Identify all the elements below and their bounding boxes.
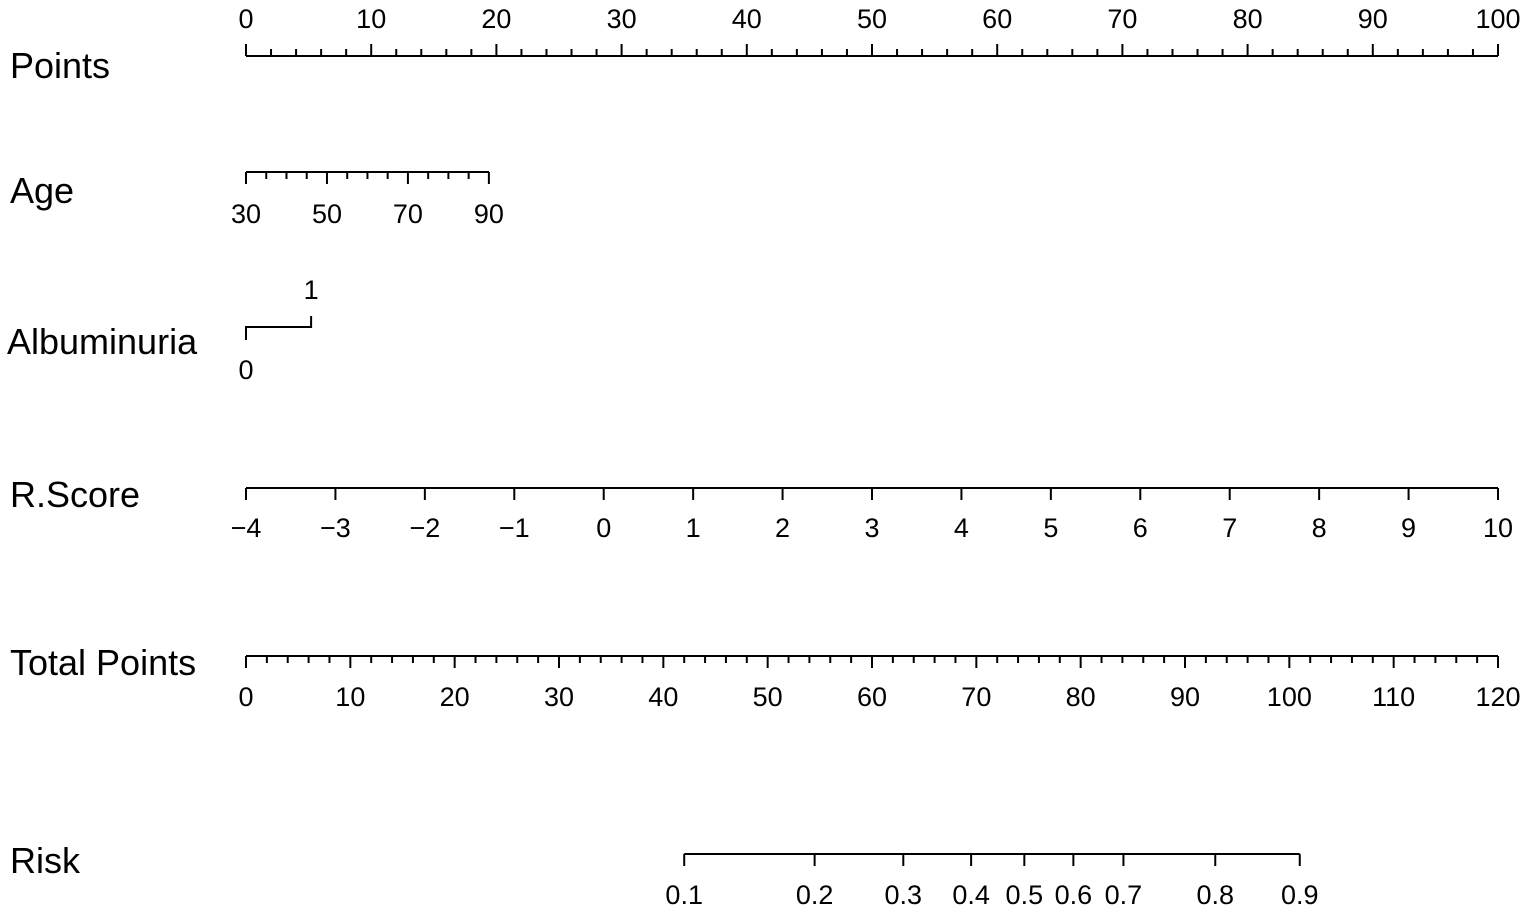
points-label: Points xyxy=(10,45,110,86)
total-points-tick-label: 90 xyxy=(1170,682,1200,712)
rscore-tick-label: 4 xyxy=(954,513,969,543)
risk-tick-labels: 0.1 0.2 0.3 0.4 0.5 0.6 0.7 0.8 0.9 xyxy=(665,880,1318,910)
albuminuria-row: Albuminuria 1 0 xyxy=(7,275,319,385)
points-tick-label: 80 xyxy=(1233,4,1263,34)
risk-tick-label: 0.3 xyxy=(885,880,923,910)
total-points-tick-label: 40 xyxy=(648,682,678,712)
points-tick-label: 0 xyxy=(238,4,253,34)
age-label: Age xyxy=(10,170,74,211)
points-tick-label: 40 xyxy=(732,4,762,34)
total-points-tick-label: 70 xyxy=(961,682,991,712)
rscore-tick-label: −2 xyxy=(409,513,440,543)
age-ticks xyxy=(245,172,490,184)
risk-tick-label: 0.4 xyxy=(952,880,990,910)
total-points-tick-label: 110 xyxy=(1372,682,1415,712)
rscore-row: R.Score −4 −3 −2 −1 0 1 2 3 4 5 6 7 8 9 10 xyxy=(10,474,1513,543)
points-tick-label: 50 xyxy=(857,4,887,34)
risk-tick-label: 0.2 xyxy=(796,880,834,910)
total-points-row: Total Points 0 10 20 30 40 50 60 70 80 90 100 110 12… xyxy=(10,642,1521,712)
risk-tick-label: 0.7 xyxy=(1105,880,1143,910)
age-tick-label: 90 xyxy=(474,199,504,229)
total-points-tick-label: 50 xyxy=(753,682,783,712)
total-points-tick-label: 20 xyxy=(440,682,470,712)
points-tick-label: 90 xyxy=(1358,4,1388,34)
rscore-tick-label: 9 xyxy=(1401,513,1416,543)
rscore-tick-label: 2 xyxy=(775,513,790,543)
risk-tick-label: 0.8 xyxy=(1196,880,1234,910)
rscore-tick-label: −4 xyxy=(231,513,262,543)
total-points-tick-label: 120 xyxy=(1475,682,1520,712)
points-tick-label: 100 xyxy=(1475,4,1520,34)
rscore-tick-labels: −4 −3 −2 −1 0 1 2 3 4 5 6 7 8 9 10 xyxy=(231,513,1513,543)
points-tick-label: 60 xyxy=(982,4,1012,34)
albuminuria-level-0: 0 xyxy=(238,355,253,385)
age-tick-label: 70 xyxy=(393,199,423,229)
rscore-tick-label: 6 xyxy=(1133,513,1148,543)
rscore-tick-label: −1 xyxy=(499,513,530,543)
rscore-tick-label: 8 xyxy=(1312,513,1327,543)
rscore-tick-label: 10 xyxy=(1483,513,1513,543)
rscore-tick-label: 5 xyxy=(1043,513,1058,543)
rscore-tick-label: −3 xyxy=(320,513,351,543)
risk-tick-label: 0.6 xyxy=(1055,880,1093,910)
points-tick-label: 30 xyxy=(607,4,637,34)
risk-tick-label: 0.5 xyxy=(1006,880,1044,910)
age-tick-labels: 30 50 70 90 xyxy=(231,199,504,229)
total-points-ticks xyxy=(245,656,1499,668)
points-ticks xyxy=(245,44,1499,56)
albuminuria-bracket xyxy=(245,316,313,340)
rscore-ticks xyxy=(245,488,1499,500)
albuminuria-level-1: 1 xyxy=(304,275,319,305)
risk-row: Risk 0.1 0.2 0.3 0.4 0.5 0.6 0.7 0.8 0.9 xyxy=(10,840,1319,910)
total-points-tick-labels: 0 10 20 30 40 50 60 70 80 90 100 110 120 xyxy=(238,682,1520,712)
age-row: Age 30 50 70 90 xyxy=(10,170,504,229)
total-points-tick-label: 80 xyxy=(1066,682,1096,712)
age-tick-label: 30 xyxy=(231,199,261,229)
risk-ticks xyxy=(683,854,1301,866)
points-tick-labels: 0 10 20 30 40 50 60 70 80 90 100 xyxy=(238,4,1520,34)
points-tick-label: 70 xyxy=(1107,4,1137,34)
total-points-tick-label: 30 xyxy=(544,682,574,712)
rscore-tick-label: 3 xyxy=(864,513,879,543)
rscore-tick-label: 1 xyxy=(686,513,701,543)
total-points-tick-label: 10 xyxy=(335,682,365,712)
total-points-tick-label: 100 xyxy=(1267,682,1312,712)
risk-tick-label: 0.9 xyxy=(1281,880,1319,910)
total-points-tick-label: 0 xyxy=(238,682,253,712)
rscore-label: R.Score xyxy=(10,474,140,515)
points-row: Points 0 10 20 30 40 50 60 70 80 90 100 xyxy=(10,4,1521,86)
rscore-tick-label: 0 xyxy=(596,513,611,543)
total-points-label: Total Points xyxy=(10,642,196,683)
risk-tick-label: 0.1 xyxy=(665,880,703,910)
rscore-tick-label: 7 xyxy=(1222,513,1237,543)
points-tick-label: 20 xyxy=(481,4,511,34)
albuminuria-label: Albuminuria xyxy=(7,321,198,362)
total-points-tick-label: 60 xyxy=(857,682,887,712)
age-tick-label: 50 xyxy=(312,199,342,229)
points-tick-label: 10 xyxy=(356,4,386,34)
risk-label: Risk xyxy=(10,840,81,881)
